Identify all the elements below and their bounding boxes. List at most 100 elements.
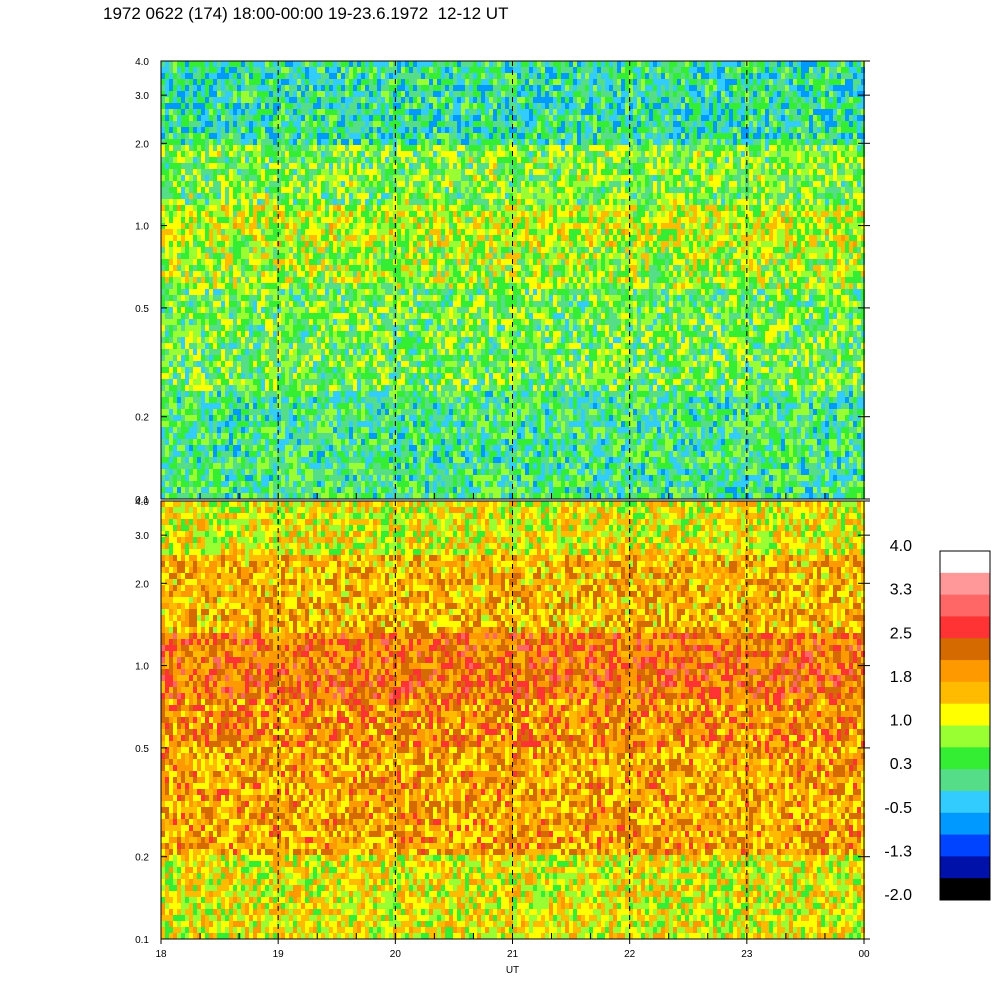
heatmap-cell	[601, 169, 605, 175]
heatmap-cell	[229, 205, 233, 211]
heatmap-cell	[541, 109, 545, 115]
heatmap-cell	[573, 175, 577, 181]
heatmap-cell	[513, 79, 517, 85]
heatmap-cell	[569, 61, 573, 67]
heatmap-cell	[505, 217, 509, 223]
heatmap-cell	[705, 193, 709, 199]
heatmap-cell	[201, 229, 205, 235]
heatmap-cell	[837, 223, 841, 229]
heatmap-cell	[653, 127, 657, 133]
heatmap-cell	[265, 127, 269, 133]
heatmap-cell	[601, 181, 605, 187]
heatmap-cell	[561, 67, 565, 73]
heatmap-cell	[273, 193, 277, 199]
heatmap-cell	[613, 199, 617, 205]
heatmap-cell	[677, 139, 681, 145]
heatmap-cell	[809, 223, 813, 229]
heatmap-cell	[625, 157, 629, 163]
heatmap-cell	[565, 193, 569, 199]
heatmap-cell	[297, 61, 301, 67]
heatmap-cell	[193, 133, 197, 139]
heatmap-cell	[569, 163, 573, 169]
heatmap-cell	[553, 121, 557, 127]
heatmap-cell	[453, 145, 457, 151]
heatmap-cell	[441, 217, 445, 223]
heatmap-cell	[721, 169, 725, 175]
heatmap-cell	[453, 169, 457, 175]
heatmap-cell	[801, 115, 805, 121]
heatmap-cell	[649, 175, 653, 181]
heatmap-cell	[785, 61, 789, 67]
heatmap-cell	[649, 91, 653, 97]
heatmap-cell	[349, 157, 353, 163]
heatmap-cell	[769, 115, 773, 121]
heatmap-cell	[549, 217, 553, 223]
heatmap-cell	[573, 79, 577, 85]
heatmap-cell	[457, 139, 461, 145]
heatmap-cell	[521, 181, 525, 187]
heatmap-cell	[637, 223, 641, 229]
heatmap-cell	[173, 61, 177, 67]
heatmap-cell	[165, 85, 169, 91]
heatmap-cell	[609, 223, 613, 229]
heatmap-cell	[385, 79, 389, 85]
heatmap-cell	[313, 187, 317, 193]
heatmap-cell	[769, 121, 773, 127]
heatmap-cell	[849, 139, 853, 145]
heatmap-cell	[493, 181, 497, 187]
heatmap-cell	[405, 115, 409, 121]
heatmap-cell	[721, 115, 725, 121]
heatmap-cell	[529, 97, 533, 103]
heatmap-cell	[705, 217, 709, 223]
heatmap-cell	[701, 85, 705, 91]
heatmap-cell	[525, 133, 529, 139]
heatmap-cell	[501, 193, 505, 199]
heatmap-cell	[665, 73, 669, 79]
heatmap-cell	[817, 199, 821, 205]
heatmap-cell	[649, 85, 653, 91]
heatmap-cell	[529, 211, 533, 217]
heatmap-cell	[841, 157, 845, 163]
heatmap-cell	[249, 139, 253, 145]
heatmap-cell	[385, 121, 389, 127]
heatmap-cell	[609, 163, 613, 169]
heatmap-cell	[689, 139, 693, 145]
heatmap-cell	[413, 103, 417, 109]
heatmap-cell	[325, 103, 329, 109]
heatmap-cell	[385, 133, 389, 139]
heatmap-cell	[729, 97, 733, 103]
heatmap-cell	[417, 103, 421, 109]
heatmap-cell	[245, 91, 249, 97]
heatmap-cell	[377, 181, 381, 187]
heatmap-cell	[705, 91, 709, 97]
heatmap-cell	[221, 115, 225, 121]
heatmap-cell	[689, 121, 693, 127]
heatmap-cell	[677, 223, 681, 229]
heatmap-cell	[813, 193, 817, 199]
heatmap-cell	[293, 157, 297, 163]
heatmap-cell	[753, 157, 757, 163]
heatmap-cell	[673, 115, 677, 121]
heatmap-cell	[417, 157, 421, 163]
heatmap-cell	[381, 61, 385, 67]
heatmap-cell	[585, 151, 589, 157]
heatmap-cell	[465, 169, 469, 175]
heatmap-cell	[801, 193, 805, 199]
heatmap-cell	[545, 61, 549, 67]
heatmap-cell	[793, 97, 797, 103]
heatmap-cell	[757, 103, 761, 109]
heatmap-cell	[685, 211, 689, 217]
heatmap-cell	[785, 223, 789, 229]
heatmap-cell	[853, 103, 857, 109]
heatmap-cell	[329, 73, 333, 79]
heatmap-cell	[749, 115, 753, 121]
heatmap-cell	[777, 133, 781, 139]
heatmap-cell	[305, 151, 309, 157]
heatmap-cell	[541, 223, 545, 229]
heatmap-cell	[493, 79, 497, 85]
heatmap-cell	[341, 193, 345, 199]
heatmap-cell	[641, 217, 645, 223]
heatmap-cell	[249, 91, 253, 97]
heatmap-cell	[289, 91, 293, 97]
heatmap-cell	[529, 223, 533, 229]
